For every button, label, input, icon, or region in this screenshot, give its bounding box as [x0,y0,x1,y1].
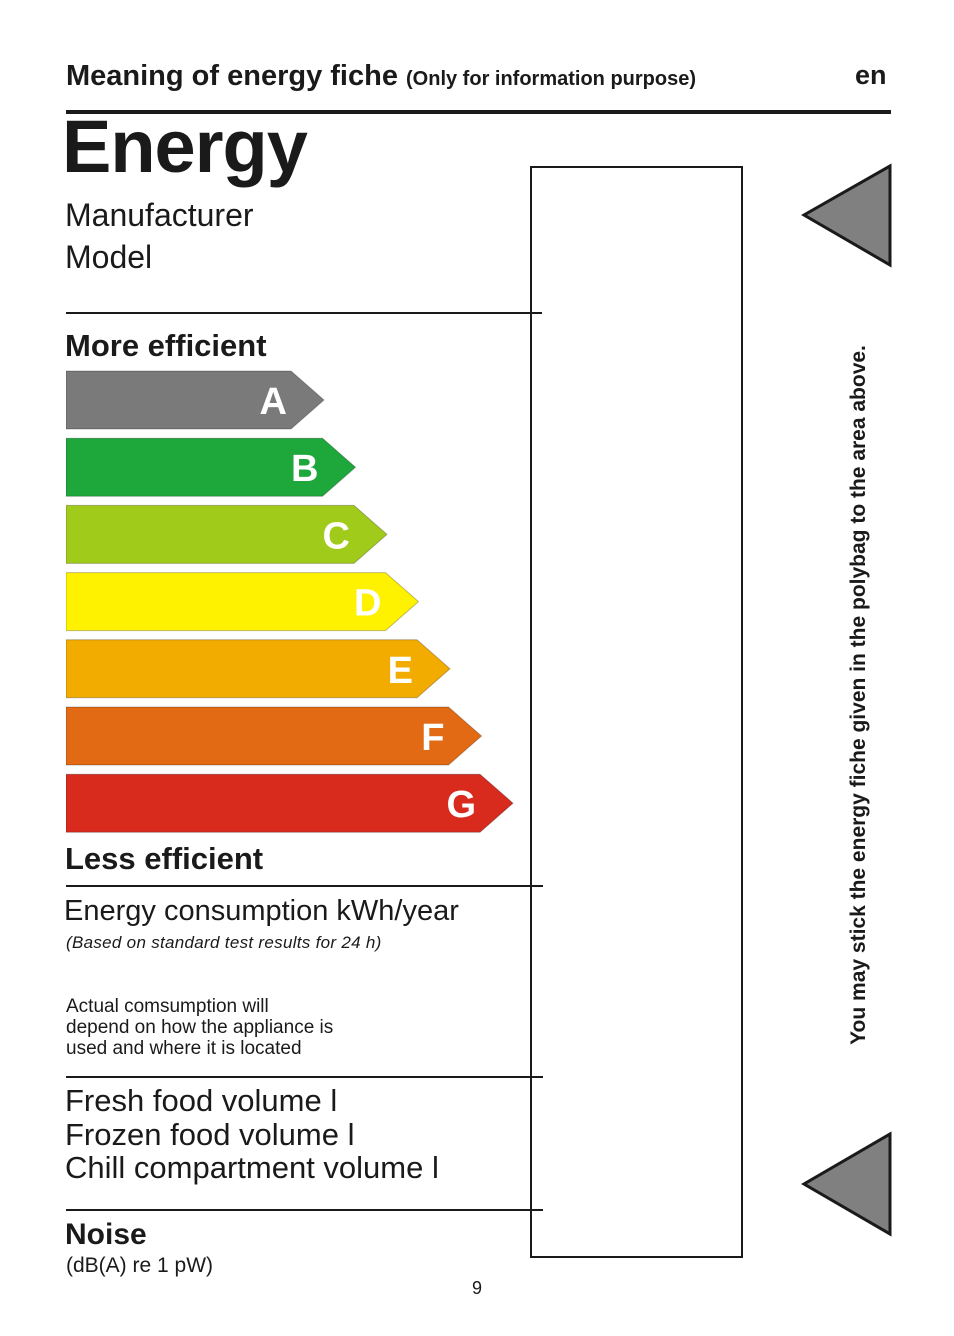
header-title-text: Meaning of energy fiche [66,60,398,92]
class-g-bar: G [66,773,514,833]
class-e-bar: E [66,639,451,699]
class-f-bar: F [66,706,483,766]
class-arrow-shape [66,773,514,833]
header-divider [66,110,891,114]
energy-title: Energy [62,105,308,188]
class-letter: A [260,381,287,423]
actual-note-line: used and where it is located [66,1038,302,1059]
sticker-area [530,166,743,1258]
more-efficient-heading: More efficient [65,328,267,363]
frozen-food-volume-label: Frozen food volume l [65,1117,355,1152]
actual-note-line: Actual comsumption will [66,996,269,1017]
actual-consumption-note: Actual comsumption will depend on how th… [66,996,333,1059]
page-number: 9 [471,1278,482,1298]
consumption-note: (Based on standard test results for 24 h… [66,933,382,952]
manufacturer-label: Manufacturer [65,197,254,233]
side-instruction: You may stick the energy fiche given in … [847,345,870,1045]
class-c-bar: C [66,504,388,564]
less-efficient-heading: Less efficient [65,841,264,876]
class-arrow-shape [66,370,325,430]
class-arrow-shape [66,572,420,632]
section-divider [66,885,543,887]
header-note: (Only for information purpose) [406,68,697,90]
class-letter: G [446,784,476,826]
section-divider [66,1209,543,1211]
class-arrow-shape [66,504,388,564]
section-divider [66,1076,543,1078]
triangle-down-marker-icon [801,1131,892,1237]
page-title: Meaning of energy fiche (Only for inform… [66,60,696,93]
triangle-shape [800,163,892,268]
fresh-food-volume-label: Fresh food volume l [65,1083,338,1118]
class-letter: F [421,717,444,759]
triangle-shape [801,1131,892,1237]
class-arrow-shape [66,639,451,699]
class-a-bar: A [66,370,325,430]
section-divider [66,312,542,314]
side-instruction-wrapper: You may stick the energy fiche given in … [843,290,875,1100]
class-letter: D [354,583,381,625]
chill-compartment-volume-label: Chill compartment volume l [65,1150,439,1185]
class-letter: E [388,650,413,692]
class-b-bar: B [66,437,357,497]
energy-consumption-label: Energy consumption kWh/year [64,895,459,927]
language-code: en [855,60,887,90]
class-letter: B [291,448,318,490]
class-arrow-shape [66,437,357,497]
noise-label: Noise [65,1218,147,1251]
actual-note-line: depend on how the appliance is [66,1017,334,1038]
class-arrow-shape [66,706,483,766]
noise-unit: (dB(A) re 1 pW) [66,1254,214,1277]
model-label: Model [65,239,153,275]
class-letter: C [323,515,350,557]
triangle-up-marker-icon [800,163,892,268]
class-d-bar: D [66,572,420,632]
